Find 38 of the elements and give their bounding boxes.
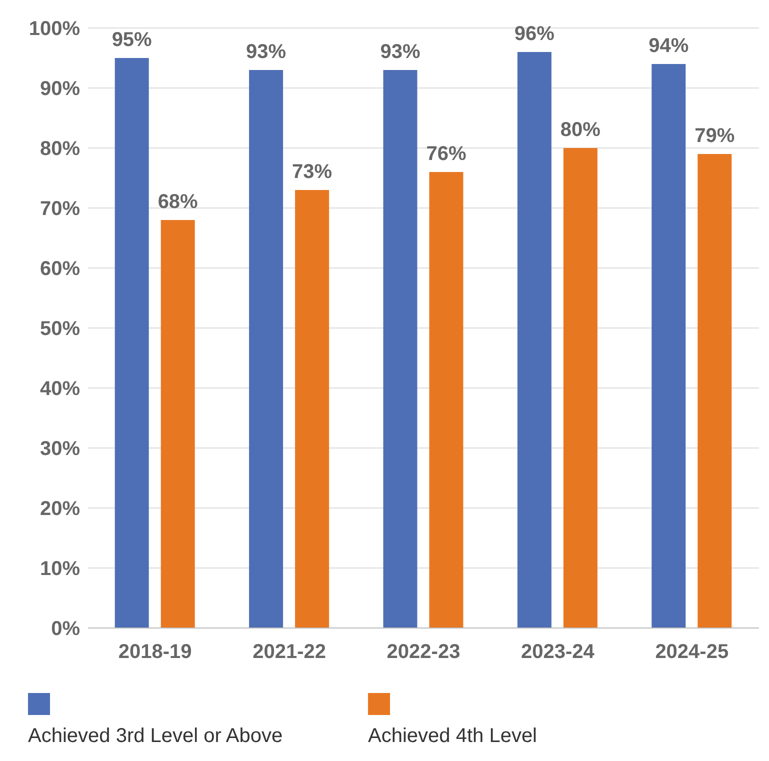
x-tick-label: 2021-22 [252, 641, 326, 664]
y-tick-label: 80% [40, 138, 80, 160]
y-tick-label: 100% [28, 18, 80, 40]
y-tick-label: 0% [51, 618, 80, 640]
y-tick-label: 90% [40, 78, 80, 100]
data-label: 96% [514, 23, 555, 45]
data-label: 93% [246, 41, 286, 63]
y-tick-label: 50% [40, 318, 80, 340]
bar [698, 154, 732, 628]
bar [383, 70, 418, 628]
y-tick-label: 60% [40, 258, 80, 280]
data-label: 95% [112, 29, 152, 51]
x-tick-label: 2018-19 [118, 641, 192, 664]
y-tick-label: 40% [40, 378, 80, 400]
y-tick-label: 70% [40, 198, 80, 220]
legend-label: Achieved 3rd Level or Above [28, 725, 284, 748]
bar [652, 64, 686, 628]
x-tick-label: 2022-23 [386, 641, 460, 664]
bar [295, 190, 330, 628]
y-tick-label: 30% [40, 438, 80, 460]
legend-label: Achieved 4th Level [368, 725, 538, 748]
data-label: 79% [694, 125, 735, 147]
bar [114, 58, 149, 628]
data-label: 76% [426, 143, 466, 165]
data-label: 68% [158, 191, 198, 213]
bar [160, 220, 195, 628]
bar [563, 148, 598, 628]
data-label: 80% [560, 119, 601, 141]
bar [429, 172, 464, 628]
y-tick-label: 10% [40, 558, 80, 580]
data-label: 94% [648, 35, 689, 57]
x-tick-label: 2024-25 [655, 641, 729, 664]
y-tick-label: 20% [40, 498, 80, 520]
bar [249, 70, 284, 628]
data-label: 93% [380, 41, 420, 63]
bar [517, 52, 552, 628]
x-tick-label: 2023-24 [520, 641, 596, 664]
data-label: 73% [292, 161, 332, 183]
